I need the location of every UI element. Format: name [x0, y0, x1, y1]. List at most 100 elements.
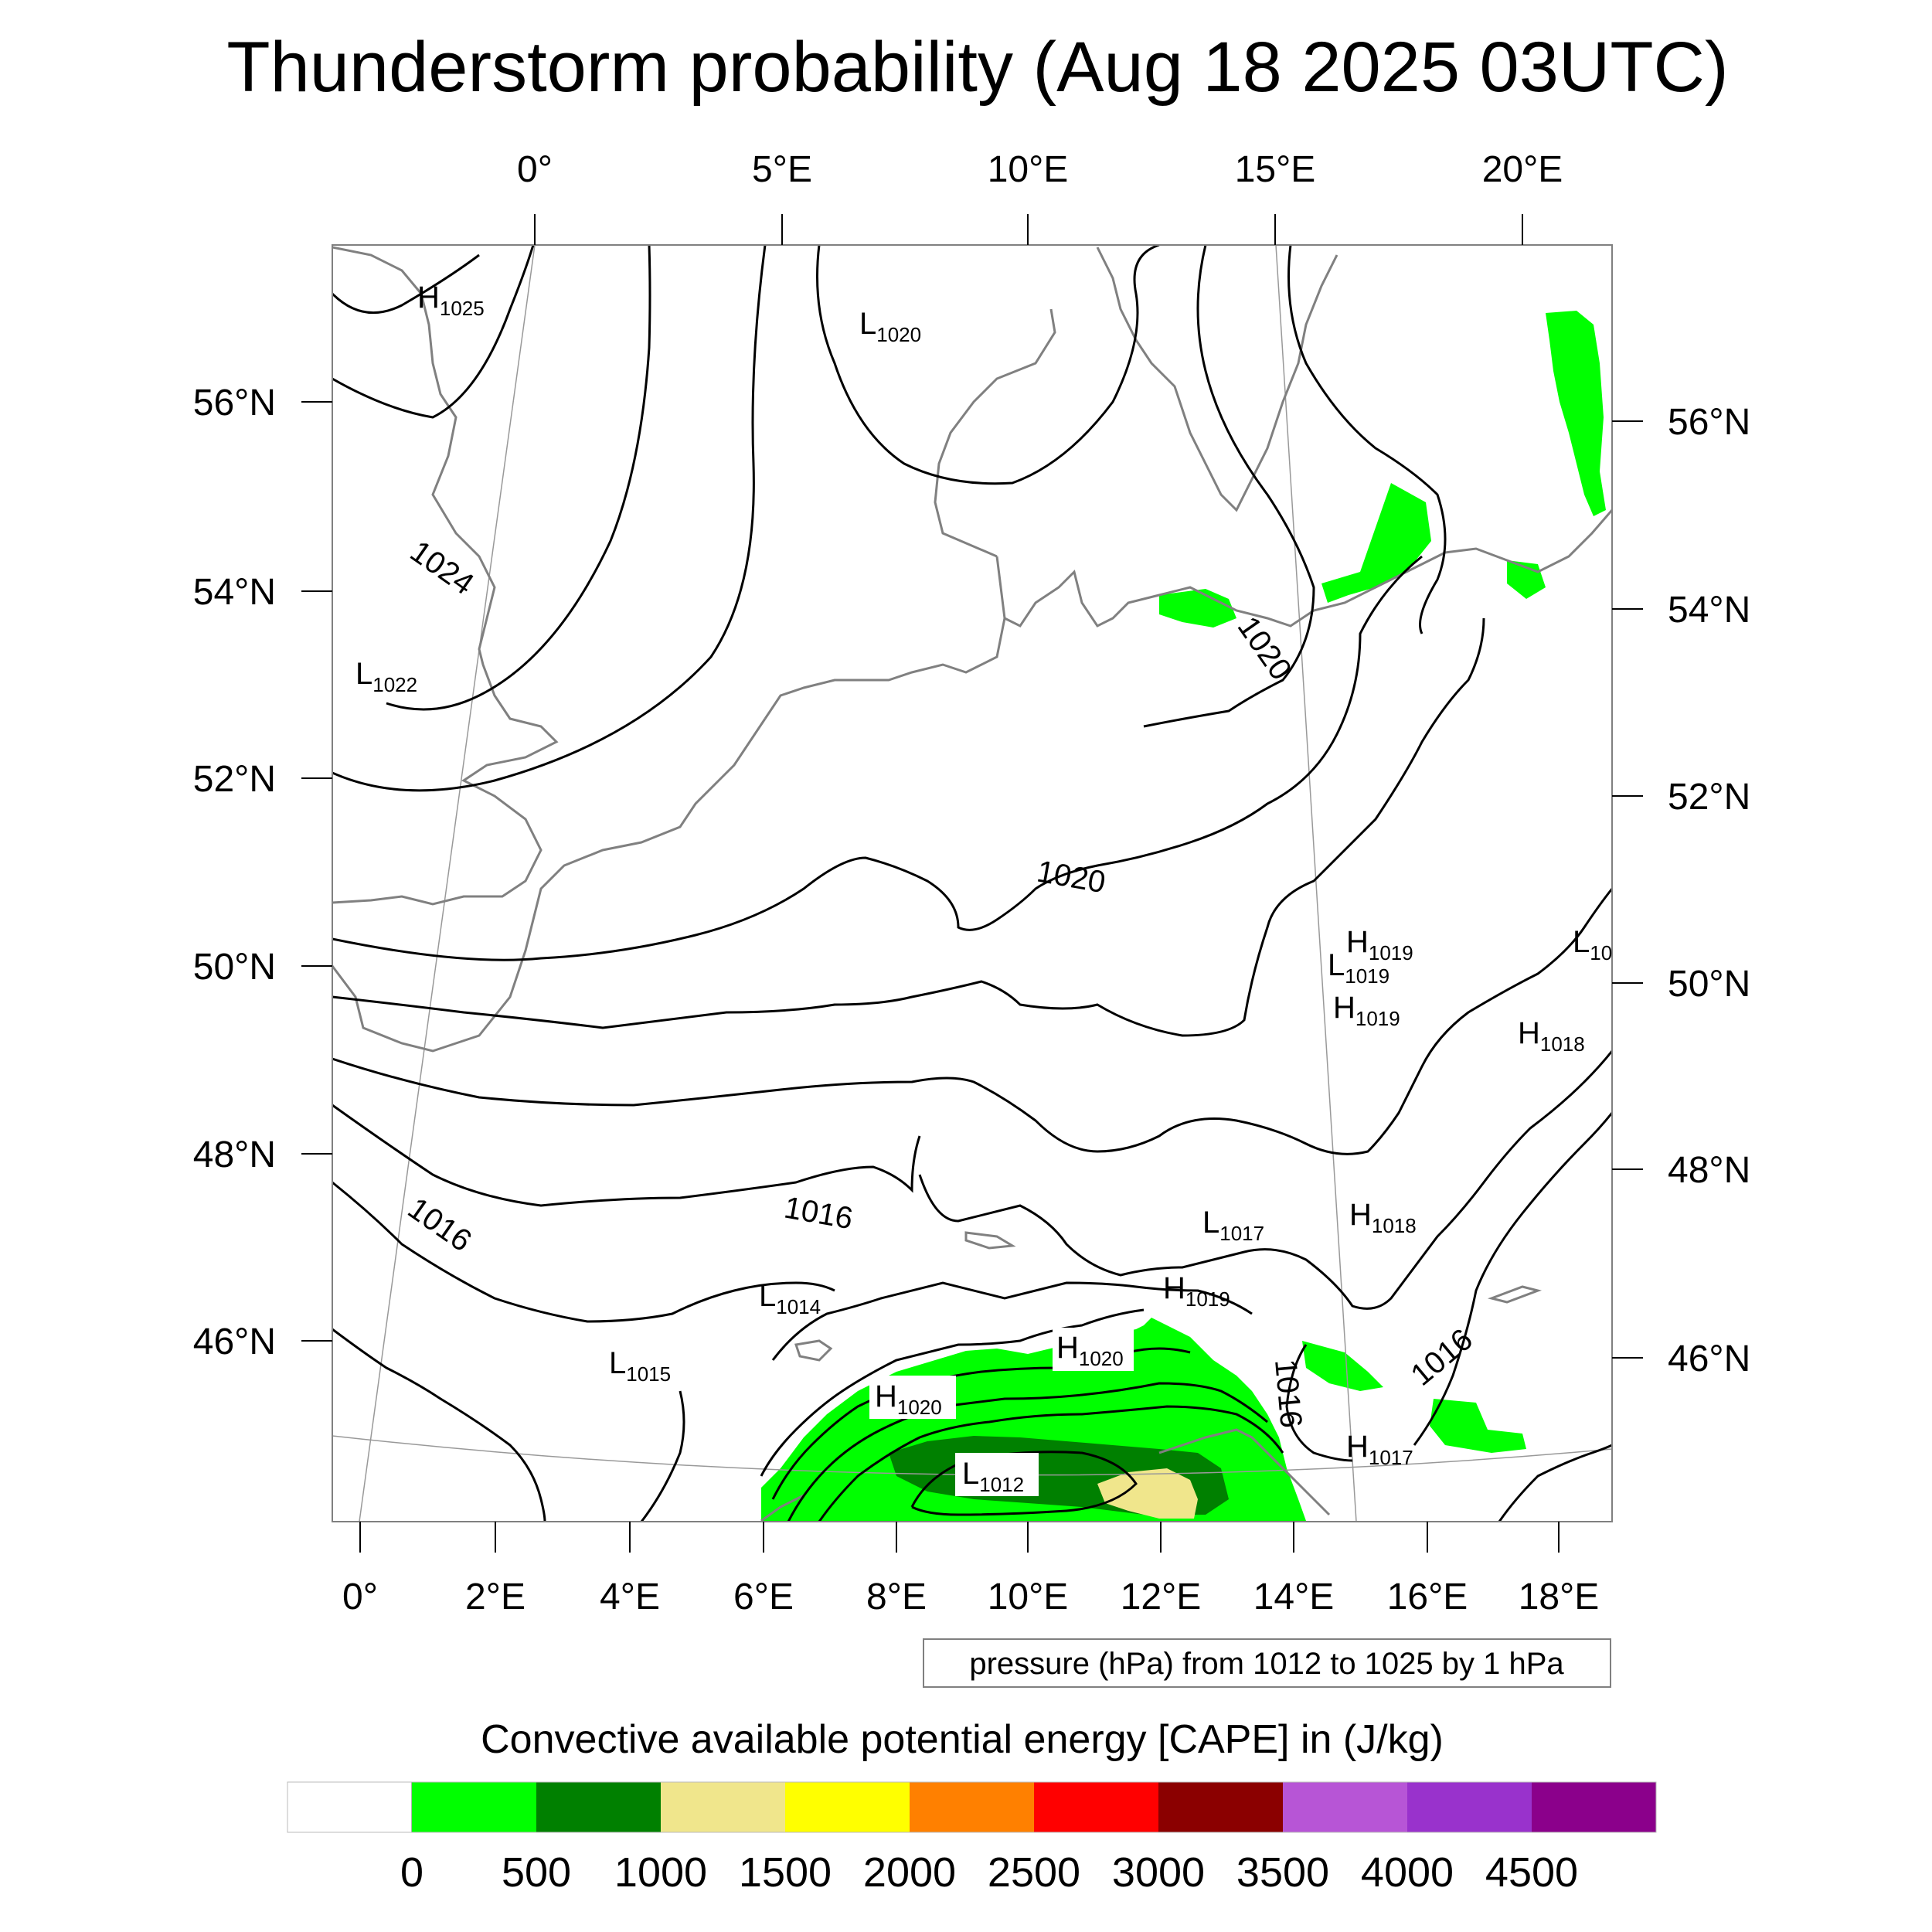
- colorbar-label-3000: 3000: [1112, 1849, 1205, 1896]
- right-lat-54n: 54°N: [1668, 590, 1750, 631]
- center-h-1018-b: H1018: [1349, 1198, 1417, 1237]
- top-lon-5e: 5°E: [752, 149, 812, 190]
- colorbar-swatch-8: [1283, 1782, 1407, 1832]
- center-h-1020-alps-east: H1020: [1053, 1328, 1134, 1371]
- svg-text:H1019: H1019: [1163, 1271, 1230, 1311]
- bottom-lon-18e: 18°E: [1519, 1577, 1600, 1617]
- bottom-lon-14e: 14°E: [1253, 1577, 1335, 1617]
- isobar-1025: [332, 253, 480, 315]
- isobar-1021: [816, 245, 1160, 485]
- svg-text:H1018: H1018: [1349, 1198, 1417, 1237]
- colorbar-swatch-9: [1407, 1782, 1532, 1832]
- coast-adriatic: [1158, 1428, 1331, 1516]
- colorbar-swatch-4: [785, 1782, 910, 1832]
- coast-ligurian: [760, 1494, 804, 1522]
- top-lon-labels: 0° 5°E 10°E 15°E 20°E: [517, 149, 1563, 190]
- tick-marks: [301, 214, 1643, 1553]
- left-lat-50n: 50°N: [193, 947, 276, 988]
- isobar-1020-c: [332, 555, 1423, 961]
- isobar-1016-d: [1413, 1112, 1612, 1446]
- right-lat-labels: 56°N 54°N 52°N 50°N 48°N 46°N: [1668, 402, 1750, 1379]
- center-h-1018-east: H1018: [1518, 1016, 1585, 1056]
- bottom-lon-16e: 16°E: [1387, 1577, 1468, 1617]
- top-lon-10e: 10°E: [988, 149, 1069, 190]
- cape-area-hungary: [1430, 1399, 1526, 1453]
- svg-text:H1020: H1020: [875, 1379, 942, 1419]
- cape-area-poland-coast: [1159, 589, 1236, 628]
- center-l-1015: L1015: [609, 1346, 671, 1386]
- isobar-1023-a: [386, 245, 651, 711]
- colorbar-label-0: 0: [400, 1849, 423, 1896]
- right-lat-52n: 52°N: [1668, 777, 1750, 818]
- svg-text:L1014: L1014: [759, 1279, 821, 1318]
- isobar-1016: [332, 1181, 835, 1323]
- isobar-alps-3: [787, 1382, 1268, 1522]
- center-l-partial: L10: [1573, 925, 1612, 964]
- colorbar-swatch-0: [287, 1781, 413, 1833]
- isobar-1023-b: [332, 245, 767, 792]
- colorbar-label-1000: 1000: [614, 1849, 707, 1896]
- coast-baltic-south: [1205, 509, 1612, 628]
- colorbar-swatch-2: [536, 1782, 661, 1832]
- pressure-note: pressure (hPa) from 1012 to 1025 by 1 hP…: [923, 1638, 1611, 1688]
- center-h-1025: H1025: [417, 281, 485, 320]
- svg-text:H1017: H1017: [1346, 1430, 1413, 1469]
- center-l-1019: L1019: [1328, 948, 1389, 988]
- bottom-lon-4e: 4°E: [600, 1577, 660, 1617]
- isobar-east-1016: [1498, 1444, 1612, 1522]
- bottom-lon-12e: 12°E: [1121, 1577, 1202, 1617]
- cape-area-alps-small: [1302, 1341, 1383, 1391]
- colorbar-label-3500: 3500: [1236, 1849, 1329, 1896]
- bottom-lon-6e: 6°E: [733, 1577, 794, 1617]
- coast-britain: [332, 246, 559, 906]
- colorbar-swatch-6: [1034, 1782, 1158, 1832]
- cape-area-khaki: [1097, 1468, 1198, 1519]
- center-h-1019-c: H1019: [1163, 1271, 1230, 1311]
- colorbar-label-500: 500: [502, 1849, 571, 1896]
- svg-text:H1019: H1019: [1346, 925, 1413, 964]
- center-l-1022: L1022: [355, 657, 417, 696]
- svg-text:L1015: L1015: [609, 1346, 671, 1386]
- colorbar-label-2500: 2500: [988, 1849, 1080, 1896]
- isobar-1018: [332, 888, 1612, 1155]
- colorbar-label-4500: 4500: [1485, 1849, 1578, 1896]
- center-h-1017: H1017: [1346, 1430, 1413, 1469]
- colorbar-title: Convective available potential energy [C…: [481, 1717, 1444, 1762]
- pressure-centers: H1025 L1020 L1022 H1019 L1019 H1019 L10 …: [355, 281, 1612, 1496]
- map-panel: 1024 1020 1020 1016 1016 1016 1016 H1025…: [332, 244, 1613, 1522]
- right-lat-50n: 50°N: [1668, 964, 1750, 1005]
- bottom-lon-10e: 10°E: [988, 1577, 1069, 1617]
- lake-constance: [964, 1231, 1016, 1250]
- isobar-1016-c: [1285, 1344, 1353, 1462]
- center-l-1017: L1017: [1202, 1206, 1264, 1245]
- coast-france: [332, 718, 767, 1053]
- left-lat-46n: 46°N: [193, 1321, 276, 1362]
- lake-balaton: [1487, 1285, 1543, 1304]
- left-lat-54n: 54°N: [193, 572, 276, 613]
- colorbar-label-2000: 2000: [863, 1849, 956, 1896]
- colorbar-swatch-7: [1158, 1782, 1283, 1832]
- isobar-alps-wiggle: [771, 1281, 1253, 1361]
- left-lat-56n: 56°N: [193, 383, 276, 423]
- bottom-lon-labels: 0° 2°E 4°E 6°E 8°E 10°E 12°E 14°E 16°E 1…: [342, 1577, 1599, 1617]
- isobar-1016-b: [640, 1390, 685, 1522]
- isobar-1015: [332, 1328, 546, 1522]
- isobar-alps-1: [760, 1308, 1145, 1477]
- coast-lowlands: [764, 556, 1006, 719]
- isobar-1020-a: [1143, 245, 1315, 728]
- right-lat-48n: 48°N: [1668, 1150, 1750, 1191]
- svg-text:H1019: H1019: [1333, 991, 1400, 1030]
- isobar-1020-b: [1287, 245, 1447, 634]
- bottom-lon-2e: 2°E: [465, 1577, 526, 1617]
- svg-text:H1018: H1018: [1518, 1016, 1585, 1056]
- colorbar-swatch-3: [661, 1782, 785, 1832]
- map-frame: [332, 244, 1613, 1522]
- top-lon-0: 0°: [517, 149, 553, 190]
- svg-text:L1020: L1020: [859, 307, 921, 346]
- center-h-1019-b: H1019: [1333, 991, 1400, 1030]
- svg-text:L10: L10: [1573, 925, 1612, 964]
- colorbar: [287, 1781, 1657, 1833]
- lake-geneva: [794, 1339, 833, 1362]
- center-l-1014: L1014: [759, 1279, 821, 1318]
